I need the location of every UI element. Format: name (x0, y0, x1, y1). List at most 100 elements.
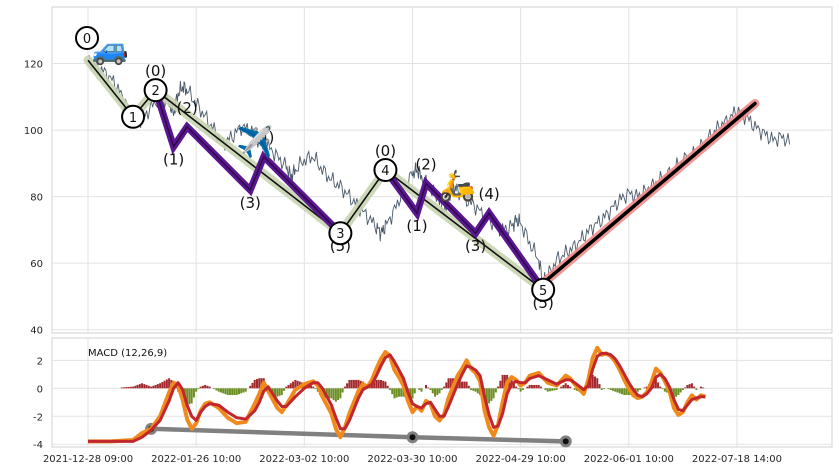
x-tick-label: 2022-06-01 10:00 (584, 454, 674, 465)
macd-histogram-bar (231, 388, 234, 396)
macd-histogram-bar (186, 388, 189, 406)
macd-histogram-bar (199, 386, 202, 389)
macd-histogram-bar (242, 388, 245, 393)
macd-histogram-bar (663, 388, 666, 392)
macd-histogram-bar (548, 388, 551, 392)
wave-node-label: 4 (381, 164, 389, 179)
macd-histogram-bar (492, 388, 495, 399)
macd-histogram-bar (488, 388, 491, 404)
subwave-inner (384, 169, 544, 291)
macd-histogram-bar (222, 388, 225, 394)
macd-histogram-bar (612, 388, 615, 391)
macd-histogram-bar (190, 388, 193, 404)
macd-histogram-bar (168, 378, 171, 389)
macd-line (88, 345, 706, 444)
x-tick-label: 2021-12-28 09:00 (43, 454, 133, 465)
macd-histogram-bar (537, 384, 540, 389)
macd-histogram-bar (330, 388, 333, 399)
wave-node-label: 0 (83, 32, 91, 47)
macd-histogram-bar (591, 374, 594, 389)
macd-histogram-bar (535, 384, 538, 389)
macd-histogram-bar (294, 379, 297, 389)
price-y-tick-label: 60 (30, 259, 43, 270)
macd-histogram-bar (325, 388, 328, 399)
macd-histogram-bar (141, 383, 144, 389)
macd-histogram-bar (636, 388, 639, 392)
macd-histogram-bar (197, 388, 200, 390)
macd-histogram-bar (503, 374, 506, 389)
macd-histogram-bar (143, 384, 146, 389)
macd-histogram-bar (645, 386, 648, 389)
macd-histogram-bar (397, 388, 400, 397)
subwave-label: (0) (375, 142, 396, 160)
macd-histogram-bar (352, 379, 355, 389)
macd-histogram-bar (625, 388, 628, 396)
macd-histogram-bar (161, 382, 164, 389)
macd-histogram-bar (343, 386, 346, 389)
macd-histogram-bar (240, 388, 243, 394)
macd-histogram-bar (379, 379, 382, 389)
price-y-tick-label: 80 (30, 193, 43, 204)
macd-histogram-bar (129, 386, 132, 389)
macd-histogram-bar (614, 388, 617, 392)
macd-histogram-bar (463, 381, 466, 389)
wave-node (75, 26, 99, 50)
macd-histogram-bar (165, 379, 168, 389)
macd-histogram-bar (528, 384, 531, 389)
macd-histogram-bar (465, 381, 468, 389)
macd-histogram-bar (219, 388, 222, 393)
macd-histogram-bar (616, 388, 619, 393)
macd-histogram-bar (400, 388, 403, 397)
macd-histogram-bar (145, 384, 148, 389)
macd-histogram-bar (163, 380, 166, 389)
price-y-tick-label: 100 (24, 126, 43, 137)
macd-histogram-bar (152, 385, 155, 389)
x-tick-label: 2022-03-02 10:00 (259, 454, 349, 465)
macd-histogram-bar (228, 388, 231, 396)
macd-histogram-bar (285, 386, 288, 389)
subwave-label: (0) (145, 62, 166, 80)
macd-histogram-bar (337, 388, 340, 401)
macd-histogram-bar (569, 386, 572, 389)
x-tick-label: 2022-07-18 14:00 (692, 454, 782, 465)
macd-y-tick-label: -4 (33, 440, 43, 451)
macd-histogram-bar (420, 388, 423, 392)
macd-histogram-bar (425, 384, 428, 389)
macd-histogram-bar (287, 384, 290, 389)
macd-histogram-bar (533, 384, 536, 389)
price-y-tick-label: 40 (30, 326, 43, 337)
macd-histogram-bar (393, 388, 396, 399)
macd-histogram-bar (147, 385, 150, 389)
subwave-label: (4) (478, 185, 499, 203)
macd-histogram-bar (688, 384, 691, 389)
signal-line (88, 351, 706, 443)
macd-histogram-bar (253, 379, 256, 389)
macd-histogram-bar (296, 380, 299, 389)
macd-histogram-bar (258, 378, 261, 389)
macd-histogram-bar (555, 388, 558, 390)
macd-histogram-bar (526, 386, 529, 389)
macd-histogram-bar (138, 384, 141, 389)
macd-histogram-bar (517, 388, 520, 390)
macd-histogram-bar (192, 388, 195, 398)
macd-histogram-bar (603, 388, 606, 390)
macd-histogram-bar (384, 381, 387, 389)
macd-histogram-bar (476, 388, 479, 394)
macd-histogram-bar (134, 385, 137, 389)
macd-histogram-bar (690, 383, 693, 389)
macd-histogram-bar (150, 386, 153, 389)
macd-histogram-bar (521, 388, 524, 390)
subwave-label: (1) (163, 151, 184, 169)
macd-histogram-bar (283, 388, 286, 391)
macd-histogram-bar (249, 385, 252, 389)
macd-histogram-bar (594, 376, 597, 389)
macd-histogram-bar (395, 388, 398, 398)
x-tick-label: 2022-04-29 10:00 (476, 454, 566, 465)
macd-histogram-bar (280, 388, 283, 396)
macd-histogram-bar (438, 388, 441, 394)
macd-histogram-bar (373, 381, 376, 389)
macd-histogram-bar (461, 381, 464, 389)
macd-histogram-bar (490, 388, 493, 401)
macd-histogram-bar (411, 388, 414, 399)
